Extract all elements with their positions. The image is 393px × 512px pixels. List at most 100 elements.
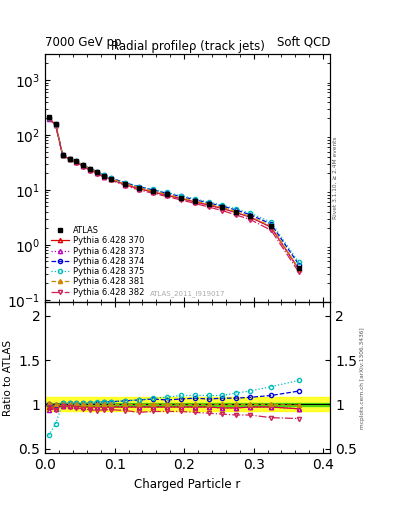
Pythia 6.428 370 [178,196,183,202]
Pythia 6.428 382 [46,115,51,121]
Pythia 6.428 381 [81,162,86,168]
Text: ATLAS_2011_I919017: ATLAS_2011_I919017 [150,291,226,297]
Pythia 6.428 374 [88,165,93,172]
Pythia 6.428 381 [88,166,93,172]
ATLAS [137,185,141,191]
Pythia 6.428 382 [206,204,211,210]
Pythia 6.428 374 [220,203,225,209]
Pythia 6.428 375 [123,180,127,186]
Pythia 6.428 370 [220,205,225,211]
Pythia 6.428 381 [269,223,274,229]
Pythia 6.428 382 [192,200,197,206]
Pythia 6.428 375 [248,210,253,216]
ATLAS [53,121,58,127]
Pythia 6.428 373 [206,202,211,208]
Pythia 6.428 373 [102,174,107,180]
Pythia 6.428 375 [67,156,72,162]
ATLAS [178,195,183,201]
Pythia 6.428 373 [60,152,65,158]
Pythia 6.428 382 [74,159,79,165]
Pythia 6.428 374 [269,221,274,227]
Pythia 6.428 382 [60,152,65,158]
Pythia 6.428 381 [220,204,225,210]
Pythia 6.428 370 [46,115,51,121]
Line: Pythia 6.428 370: Pythia 6.428 370 [47,116,301,271]
ATLAS [60,152,65,158]
Pythia 6.428 375 [137,183,141,189]
Pythia 6.428 373 [192,199,197,205]
Pythia 6.428 374 [60,152,65,158]
Pythia 6.428 375 [234,206,239,212]
Bar [45,397,330,412]
Pythia 6.428 375 [102,172,107,178]
Pythia 6.428 374 [53,121,58,127]
ATLAS [95,169,100,175]
Pythia 6.428 374 [46,115,51,121]
Pythia 6.428 375 [164,189,169,196]
Pythia 6.428 381 [67,156,72,162]
Pythia 6.428 370 [123,182,127,188]
Line: ATLAS: ATLAS [46,115,301,270]
Pythia 6.428 381 [234,209,239,215]
Pythia 6.428 370 [88,167,93,173]
Title: Radial profileρ (track jets): Radial profileρ (track jets) [111,39,264,53]
Pythia 6.428 374 [206,200,211,206]
Y-axis label: mcplots.cern.ch [arXiv:1306.3436]: mcplots.cern.ch [arXiv:1306.3436] [360,327,365,429]
Pythia 6.428 373 [269,224,274,230]
Text: 7000 GeV pp: 7000 GeV pp [45,36,122,49]
Pythia 6.428 374 [234,207,239,213]
Pythia 6.428 381 [123,181,127,187]
Pythia 6.428 373 [151,189,155,195]
ATLAS [102,173,107,179]
Y-axis label: Rivet 3.1.10, ≥ 2.4M events: Rivet 3.1.10, ≥ 2.4M events [333,137,338,219]
Pythia 6.428 373 [95,170,100,177]
Pythia 6.428 374 [296,262,301,268]
Pythia 6.428 370 [137,186,141,192]
Pythia 6.428 373 [123,182,127,188]
Pythia 6.428 375 [60,152,65,158]
Pythia 6.428 382 [67,156,72,162]
Text: Soft QCD: Soft QCD [277,36,330,49]
Pythia 6.428 382 [269,227,274,233]
ATLAS [296,265,301,271]
Pythia 6.428 381 [53,121,58,127]
Pythia 6.428 375 [192,196,197,202]
Pythia 6.428 381 [102,173,107,179]
ATLAS [192,198,197,204]
Pythia 6.428 382 [53,122,58,129]
Line: Pythia 6.428 382: Pythia 6.428 382 [47,116,301,274]
Legend: ATLAS, Pythia 6.428 370, Pythia 6.428 373, Pythia 6.428 374, Pythia 6.428 375, P: ATLAS, Pythia 6.428 370, Pythia 6.428 37… [50,224,146,298]
Pythia 6.428 381 [95,169,100,175]
Pythia 6.428 382 [102,174,107,180]
Pythia 6.428 382 [81,164,86,170]
Pythia 6.428 373 [67,156,72,162]
Pythia 6.428 382 [88,167,93,174]
ATLAS [234,209,239,215]
Pythia 6.428 381 [137,185,141,191]
Pythia 6.428 374 [137,183,141,189]
Pythia 6.428 374 [102,172,107,178]
Pythia 6.428 382 [178,197,183,203]
Pythia 6.428 381 [248,214,253,220]
Pythia 6.428 381 [60,152,65,158]
Pythia 6.428 375 [269,219,274,225]
Pythia 6.428 373 [164,192,169,198]
Bar [45,402,330,406]
Pythia 6.428 381 [46,114,51,120]
ATLAS [164,191,169,198]
Pythia 6.428 381 [296,266,301,272]
Pythia 6.428 370 [81,163,86,169]
Pythia 6.428 381 [164,191,169,198]
Pythia 6.428 370 [151,189,155,195]
Pythia 6.428 375 [109,175,114,181]
Line: Pythia 6.428 381: Pythia 6.428 381 [47,115,301,271]
Pythia 6.428 370 [109,177,114,183]
Pythia 6.428 373 [109,177,114,183]
Pythia 6.428 370 [74,159,79,165]
Line: Pythia 6.428 374: Pythia 6.428 374 [47,116,301,267]
Pythia 6.428 375 [53,121,58,127]
Pythia 6.428 370 [234,210,239,216]
Pythia 6.428 375 [296,260,301,266]
Pythia 6.428 373 [74,159,79,165]
Pythia 6.428 375 [46,115,51,121]
